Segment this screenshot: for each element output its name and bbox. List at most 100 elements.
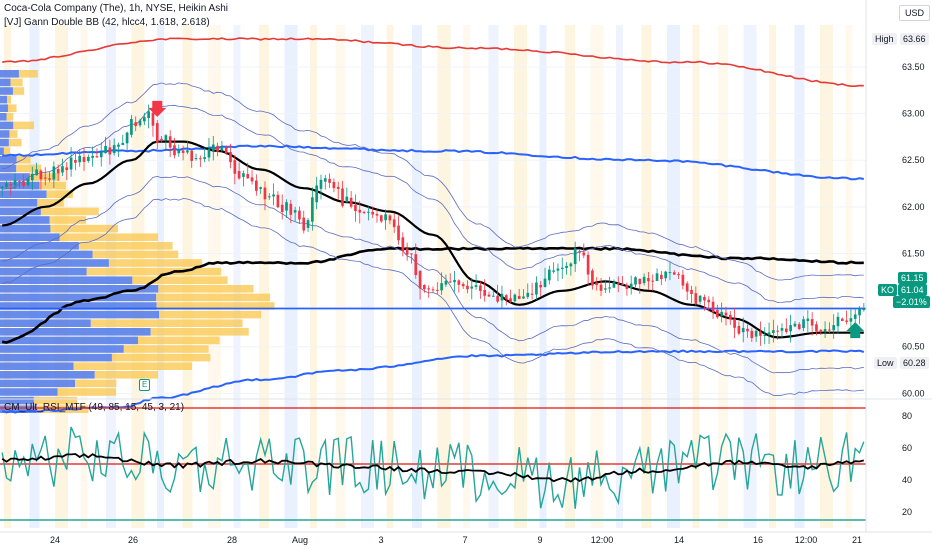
candles [0,100,866,346]
vp-bar-sell [6,113,14,121]
candle-body [99,152,103,158]
vp-bar-buy [0,319,91,327]
candle-body [431,289,435,291]
candle-body [56,169,60,174]
candle-body [345,196,349,203]
session-stripe [769,25,776,528]
envelope-upper-inner [2,104,864,303]
candle-body [539,284,543,288]
vp-bar-buy [0,405,37,413]
candle-body [849,318,853,322]
rsi-fast-line [1,426,865,509]
vp-bar-buy [0,242,79,250]
candle-body [211,144,215,151]
vp-bar-buy [0,396,34,405]
candle-body [39,170,43,180]
x-tick-label: 21 [852,535,862,545]
session-stripe [616,25,623,528]
candle-body [199,158,202,160]
candle-body [754,330,758,337]
y-tick-label: 62.00 [902,202,925,212]
candle-body [599,284,603,291]
candle-body [276,194,280,208]
candle-body [776,330,780,332]
rsi-tick-label: 20 [902,507,912,517]
x-tick-label: 12:00 [795,535,818,545]
envelope-lower-inner [2,175,864,374]
candle-body [220,146,224,151]
vp-bar-sell [150,328,249,336]
candle-body [625,284,629,289]
candle-body [789,325,792,332]
candle-body [315,185,319,203]
candle-body [397,225,400,241]
candle-body [556,268,560,271]
vp-bar-buy [0,345,124,353]
candle-body [289,203,293,215]
x-tick-label: Aug [292,535,308,545]
high-value: 63.66 [900,33,929,45]
candle-body [401,237,405,252]
candle-body [246,173,250,179]
last-price-tag: 61.04 [898,284,927,296]
vp-bar-sell [16,156,31,164]
candle-body [612,281,616,288]
vp-bar-buy [0,104,8,112]
candle-body [672,272,676,275]
vp-bar-sell [108,259,202,267]
vp-bar-buy [0,362,74,370]
vp-bar-sell [123,345,209,353]
vp-bar-sell [40,207,99,216]
candle-body [629,283,633,289]
candle-body [565,265,568,268]
candle-body [43,177,47,179]
candle-body [311,197,314,222]
candle-body [336,186,340,189]
candle-body [504,295,508,300]
session-stripe [259,25,269,528]
candle-body [797,324,801,329]
candle-body [194,158,198,160]
basis [2,140,864,339]
session-stripe [692,25,700,528]
vp-bar-buy [0,259,109,267]
vp-bar-buy [0,199,38,207]
vp-bar-sell [37,199,64,207]
candle-body [582,252,586,256]
candle-body [151,112,155,126]
session-stripe [233,25,241,528]
candle-body [496,295,499,302]
indicator-legend[interactable]: [VJ] Gann Double BB (42, hlcc4, 1.618, 2… [4,17,210,28]
candle-body [91,155,94,158]
change-tag: −2.01% [893,296,930,308]
candle-body [74,159,77,163]
candle-body [203,157,206,159]
candle-body [134,122,138,127]
candle-body [224,147,228,154]
rsi-panel [0,407,866,521]
currency-button[interactable]: USD [899,5,931,21]
candle-body [491,295,495,297]
candle-body [578,251,581,253]
candle-body [647,278,650,282]
candle-body [703,296,706,301]
low-label: Low [874,357,897,369]
vp-bar-sell [59,233,159,241]
session-stripe [743,25,757,528]
rsi-legend[interactable]: CM_Ult_RSI_MTF (49, 85, 15, 45, 3, 21) [4,402,185,413]
candle-body [500,293,504,301]
vp-bar-sell [111,353,211,362]
candle-body [233,160,237,174]
sell-arrow-icon [148,100,167,117]
session-stripe [667,25,680,528]
candle-body [358,209,362,213]
candle-body [772,330,775,333]
earnings-marker[interactable]: E [139,379,151,391]
candle-body [229,152,232,163]
candle-body [638,278,642,285]
y-tick-label: 62.50 [902,155,925,165]
vp-bar-sell [73,362,193,370]
vp-bar-sell [75,379,117,388]
